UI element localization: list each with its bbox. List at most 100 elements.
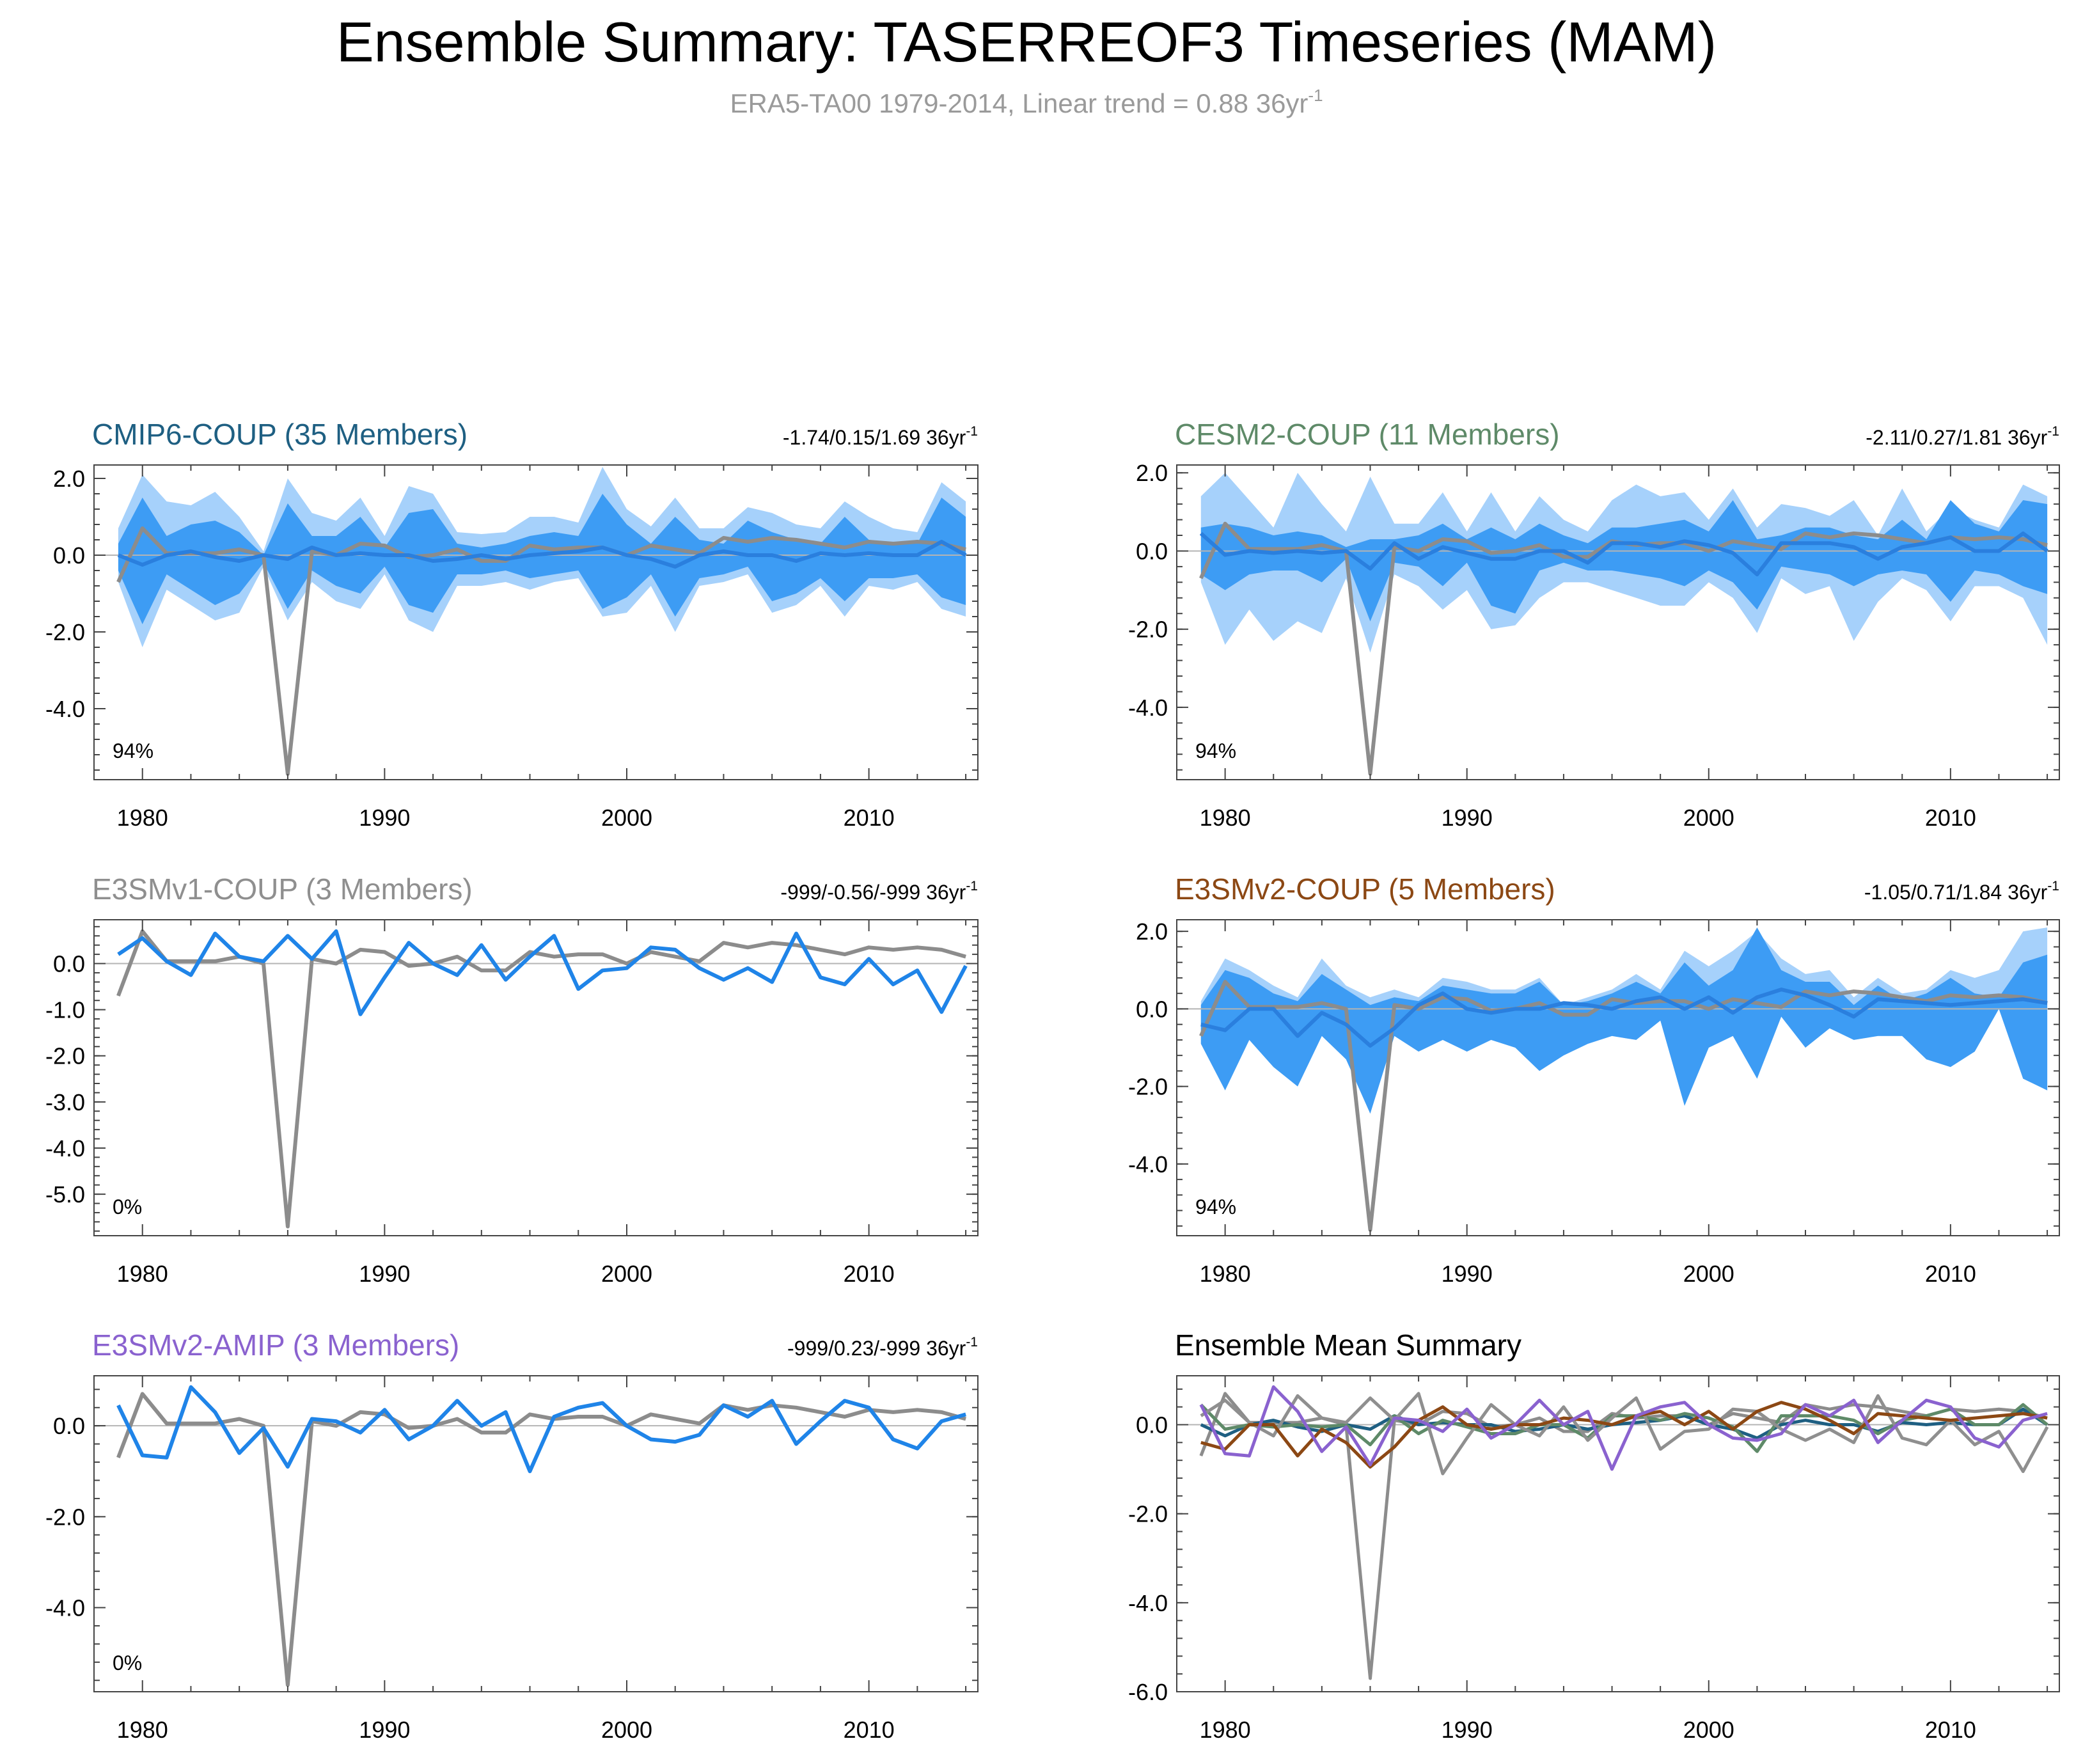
- trend-label: -999/0.23/-999 36yr-1: [787, 1335, 978, 1360]
- y-tick-label: 0.0: [53, 542, 85, 569]
- x-tick-label: 1990: [1442, 1261, 1493, 1287]
- y-tick-label: -4.0: [1128, 1590, 1168, 1616]
- plot-frame: [93, 1375, 979, 1692]
- y-tick-label: 0.0: [1136, 1412, 1168, 1438]
- trend-text: -999/-0.56/-999 36yr: [780, 881, 966, 904]
- x-tick-label: 1980: [117, 1261, 168, 1287]
- plot-frame: [1176, 1375, 2060, 1692]
- x-tick-label: 2010: [1925, 1261, 1976, 1287]
- trend-sup: -1: [966, 1335, 978, 1350]
- y-tick-label: -4.0: [45, 1135, 85, 1162]
- ensemble-mean-line: [1199, 532, 2048, 577]
- percent-label: 0%: [113, 1195, 142, 1218]
- member-mean-line: [117, 929, 968, 1016]
- panel-summary: Ensemble Mean Summary 0.0 -2.0 -4.0 -6.0 1980…: [1128, 1328, 2060, 1743]
- y-tick-label: -2.0: [1128, 617, 1168, 643]
- trend-label: -999/-0.56/-999 36yr-1: [780, 879, 978, 904]
- panel-e3smv2coup: E3SMv2-COUP (5 Members) -1.05/0.71/1.84 3…: [1128, 872, 2060, 1287]
- x-tick-label: 1980: [117, 1717, 168, 1743]
- series-line-era5-ta00: [1199, 1392, 2048, 1680]
- plot-area: [94, 929, 978, 1229]
- x-tick-label: 2000: [601, 1717, 652, 1743]
- x-tick-label: 2000: [1683, 805, 1734, 831]
- plot-area: [1177, 1385, 2059, 1680]
- percent-label: 94%: [1195, 739, 1236, 762]
- panel-cesm2: CESM2-COUP (11 Members) -2.11/0.27/1.81 3…: [1128, 418, 2060, 831]
- x-tick-label: 1990: [359, 1717, 410, 1743]
- plot-frame: [1176, 919, 2060, 1236]
- plot-area: [1177, 927, 2059, 1232]
- inner-spread-band: [118, 494, 966, 624]
- x-tick-label: 1980: [1200, 1261, 1251, 1287]
- y-tick-label: -4.0: [1128, 695, 1168, 721]
- y-tick-label: -2.0: [45, 619, 85, 645]
- x-tick-label: 2010: [844, 1261, 895, 1287]
- y-tick-label: -6.0: [1128, 1679, 1168, 1705]
- x-tick-label: 2000: [601, 805, 652, 831]
- x-tick-label: 2010: [844, 1717, 895, 1743]
- inner-spread-band: [1200, 500, 2048, 622]
- panel-title: CESM2-COUP (11 Members): [1175, 418, 1560, 451]
- x-tick-label: 1980: [1200, 1717, 1251, 1743]
- plot-area: [94, 467, 978, 776]
- plot-frame: [1176, 464, 2060, 780]
- y-tick-label: -4.0: [45, 1595, 85, 1621]
- y-tick-label: 2.0: [1136, 460, 1168, 486]
- panel-title: E3SMv1-COUP (3 Members): [92, 872, 473, 906]
- panel-title: E3SMv2-AMIP (3 Members): [92, 1328, 459, 1362]
- x-tick-label: 2000: [1683, 1717, 1734, 1743]
- x-tick-label: 2010: [844, 805, 895, 831]
- y-tick-label: -4.0: [45, 696, 85, 722]
- panel-cmip6: CMIP6-COUP (35 Members) -1.74/0.15/1.69 3…: [45, 418, 979, 831]
- panel-e3smv2amip: E3SMv2-AMIP (3 Members) -999/0.23/-999 36…: [45, 1328, 979, 1743]
- y-tick-label: 0.0: [53, 951, 85, 977]
- y-tick-label: -2.0: [1128, 1074, 1168, 1100]
- trend-text: -1.05/0.71/1.84 36yr: [1864, 881, 2048, 904]
- panel-grid: CMIP6-COUP (35 Members) -1.74/0.15/1.69 3…: [45, 418, 2060, 1743]
- y-tick-label: -5.0: [45, 1181, 85, 1208]
- series-line-e3smv1-coup: [1200, 1392, 2049, 1476]
- trend-text: -2.11/0.27/1.81 36yr: [1866, 426, 2047, 449]
- ensemble-mean-line: [1200, 988, 2048, 1048]
- x-tick-label: 2000: [601, 1261, 652, 1287]
- figure-subtitle-text: ERA5-TA00 1979-2014, Linear trend = 0.88…: [730, 88, 1308, 118]
- percent-label: 94%: [1195, 1195, 1236, 1218]
- x-tick-label: 1990: [359, 1261, 410, 1287]
- trend-label: -1.05/0.71/1.84 36yr-1: [1864, 879, 2059, 904]
- x-tick-label: 2010: [1925, 1717, 1976, 1743]
- y-tick-label: -2.0: [45, 1043, 85, 1069]
- series-line-cesm2-coup: [1200, 1403, 2048, 1453]
- y-tick-label: 0.0: [1136, 996, 1168, 1022]
- trend-text: -999/0.23/-999 36yr: [787, 1337, 966, 1360]
- trend-sup: -1: [966, 879, 978, 894]
- obs-line: [1199, 980, 2048, 1232]
- panel-title: CMIP6-COUP (35 Members): [92, 418, 468, 451]
- y-tick-label: 2.0: [53, 466, 85, 492]
- panel-e3smv1: E3SMv1-COUP (3 Members) -999/-0.56/-999 3…: [45, 872, 979, 1287]
- y-tick-label: 0.0: [1136, 538, 1168, 564]
- ensemble-mean-line: [117, 540, 967, 569]
- x-tick-label: 1980: [1200, 805, 1251, 831]
- trend-sup: -1: [966, 424, 978, 439]
- percent-label: 0%: [113, 1651, 142, 1674]
- series-line-e3smv2-coup: [1200, 1401, 2048, 1469]
- x-tick-label: 2010: [1925, 805, 1976, 831]
- trend-sup: -1: [2047, 879, 2059, 894]
- trend-text: -1.74/0.15/1.69 36yr: [783, 426, 966, 449]
- plot-frame: [93, 464, 979, 780]
- y-tick-label: -1.0: [45, 997, 85, 1023]
- y-tick-label: 0.0: [53, 1413, 85, 1439]
- figure-title: Ensemble Summary: TASERREOF3 Timeseries …: [336, 10, 1717, 74]
- panel-title: Ensemble Mean Summary: [1175, 1328, 1521, 1362]
- panel-title: E3SMv2-COUP (5 Members): [1175, 872, 1555, 906]
- y-tick-label: -2.0: [45, 1504, 85, 1530]
- plot-area: [1177, 473, 2059, 776]
- plot-frame: [93, 919, 979, 1236]
- y-tick-label: -3.0: [45, 1089, 85, 1115]
- y-tick-label: -2.0: [1128, 1501, 1168, 1527]
- y-tick-label: 2.0: [1136, 918, 1168, 945]
- obs-line: [116, 1392, 966, 1687]
- trend-label: -2.11/0.27/1.81 36yr-1: [1866, 424, 2059, 449]
- obs-line: [116, 929, 966, 1229]
